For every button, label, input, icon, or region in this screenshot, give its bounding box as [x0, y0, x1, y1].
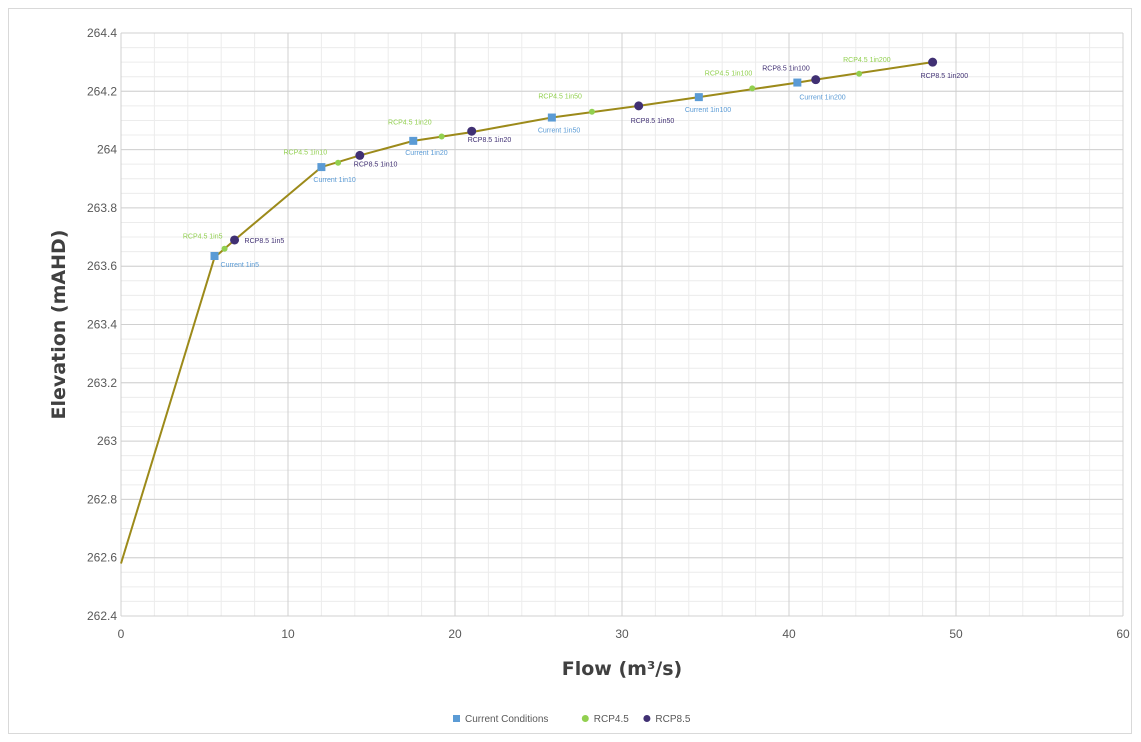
marker-rcp45: [749, 85, 756, 92]
data-label: Current 1in50: [538, 128, 581, 135]
x-tick-label: 40: [782, 627, 796, 641]
legend: Current Conditions RCP4.5 RCP8.5: [453, 714, 691, 725]
data-label: RCP4.5 1in5: [183, 234, 223, 241]
data-markers: [210, 57, 938, 260]
marker-rcp85: [811, 75, 821, 85]
data-label: RCP4.5 1in10: [284, 150, 328, 157]
marker-rcp45: [335, 159, 342, 166]
data-labels: Current 1in5 Current 1in10 Current 1in20 Cu…: [183, 57, 968, 269]
marker-rcp85: [355, 150, 365, 160]
legend-swatch-current: [453, 715, 460, 722]
legend-swatch-rcp85: [643, 715, 651, 722]
y-tick-label: 262.8: [87, 492, 117, 506]
y-tick-label: 264.4: [87, 26, 117, 40]
marker-current: [409, 136, 418, 145]
legend-label: Current Conditions: [465, 714, 548, 725]
data-label: RCP8.5 1in100: [762, 66, 810, 73]
legend-label: RCP8.5: [655, 714, 690, 725]
y-tick-label: 263.6: [87, 259, 117, 273]
data-label: Current 1in200: [799, 95, 845, 102]
x-axis-title: Flow (m³/s): [562, 658, 682, 680]
chart-frame: [8, 8, 1132, 734]
marker-current: [793, 78, 802, 87]
y-tick-label: 264.2: [87, 84, 117, 98]
y-tick-label: 262.4: [87, 609, 117, 623]
data-label: RCP4.5 1in50: [538, 94, 582, 101]
x-tick-label: 30: [615, 627, 629, 641]
legend-label: RCP4.5: [594, 714, 629, 725]
legend-swatch-rcp45: [581, 715, 589, 722]
data-label: RCP4.5 1in20: [388, 119, 432, 126]
marker-rcp45: [221, 245, 228, 252]
data-label: RCP8.5 1in5: [245, 238, 285, 245]
y-axis-title: Elevation (mAHD): [48, 230, 70, 420]
marker-rcp85: [634, 101, 644, 111]
x-tick-label: 20: [448, 627, 462, 641]
marker-current: [694, 93, 703, 102]
marker-rcp45: [438, 133, 445, 140]
rating-curve-line: [120, 61, 933, 564]
major-gridlines: [120, 32, 1124, 617]
y-tick-label: 262.6: [87, 551, 117, 565]
x-tick-label: 0: [118, 627, 125, 641]
data-label: Current 1in5: [221, 262, 260, 269]
x-axis-ticks: 0 10 20 30 40 50 60: [118, 627, 1130, 641]
y-axis-ticks: 262.4 262.6 262.8 263 263.2 263.4 263.6 263.8 26…: [87, 26, 117, 623]
data-label: RCP8.5 1in10: [354, 161, 398, 168]
data-label: RCP8.5 1in20: [468, 137, 512, 144]
marker-current: [547, 113, 556, 122]
y-tick-label: 263.8: [87, 201, 117, 215]
data-label: RCP4.5 1in100: [705, 70, 753, 77]
marker-rcp45: [856, 70, 863, 77]
data-label: Current 1in10: [313, 177, 356, 184]
x-tick-label: 60: [1116, 627, 1130, 641]
marker-current: [317, 163, 326, 172]
y-tick-label: 263.4: [87, 318, 117, 332]
data-label: RCP8.5 1in50: [631, 118, 675, 125]
y-tick-label: 263.2: [87, 376, 117, 390]
marker-rcp85: [467, 126, 477, 136]
data-label: Current 1in100: [685, 107, 731, 114]
y-tick-label: 263: [97, 434, 117, 448]
y-tick-label: 264: [97, 143, 117, 157]
marker-rcp85: [928, 57, 938, 67]
x-tick-label: 10: [281, 627, 295, 641]
marker-rcp85: [230, 235, 240, 245]
data-label: RCP8.5 1in200: [921, 73, 969, 80]
marker-current: [210, 251, 219, 260]
x-tick-label: 50: [949, 627, 963, 641]
data-label: RCP4.5 1in200: [843, 57, 891, 64]
marker-rcp45: [588, 108, 595, 115]
data-label: Current 1in20: [405, 150, 448, 157]
